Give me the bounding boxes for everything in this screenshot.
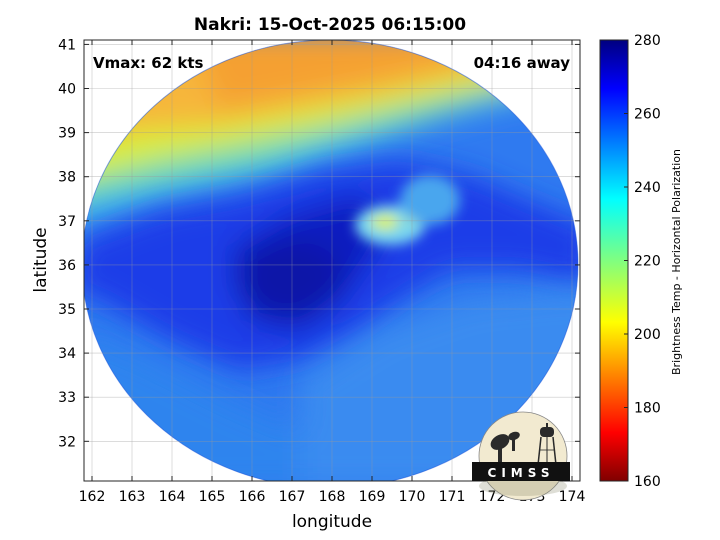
colorbar-label: Brightness Temp - Horizontal Polarizatio…	[670, 149, 683, 375]
x-tick-label: 168	[319, 489, 346, 505]
x-tick-label: 169	[359, 489, 386, 505]
y-tick-label: 37	[58, 214, 76, 230]
y-axis-ticks: 32 33 34 35 36 37 38 39 40 41	[58, 37, 580, 450]
satellite-dish-icon	[490, 431, 520, 464]
colorbar-ticks: 160 180 200 220 240 260 280	[624, 33, 661, 490]
y-tick-label: 34	[58, 346, 76, 362]
x-tick-label: 167	[279, 489, 306, 505]
colorbar-tick-label: 160	[634, 474, 661, 490]
vmax-annotation: Vmax: 62 kts	[93, 54, 203, 72]
y-tick-label: 32	[58, 434, 76, 450]
cimss-logo: CIMSS	[472, 411, 570, 501]
y-tick-label: 38	[58, 170, 76, 186]
y-axis-label: latitude	[31, 227, 51, 292]
logo-banner	[472, 462, 570, 481]
y-tick-label: 39	[58, 126, 76, 142]
x-axis-label: longitude	[292, 512, 372, 532]
chart-title: Nakri: 15-Oct-2025 06:15:00	[194, 15, 466, 35]
y-tick-label: 41	[58, 37, 76, 53]
logo-text: CIMSS	[488, 466, 555, 480]
y-tick-label: 36	[58, 258, 76, 274]
colorbar-tick-label: 220	[634, 254, 661, 270]
y-tick-label: 40	[58, 82, 76, 98]
colorbar-tick-label: 180	[634, 401, 661, 417]
time-away-annotation: 04:16 away	[474, 54, 571, 72]
colorbar-tick-label: 280	[634, 33, 661, 49]
x-tick-label: 162	[79, 489, 106, 505]
y-tick-label: 35	[58, 302, 76, 318]
x-tick-label: 174	[559, 489, 586, 505]
x-tick-label: 171	[439, 489, 466, 505]
y-tick-label: 33	[58, 390, 76, 406]
x-tick-label: 166	[239, 489, 266, 505]
colorbar-tick-label: 200	[634, 327, 661, 343]
colorbar	[599, 39, 629, 482]
x-tick-label: 163	[119, 489, 146, 505]
x-tick-label: 164	[159, 489, 186, 505]
x-tick-label: 165	[199, 489, 226, 505]
colorbar-tick-label: 240	[634, 180, 661, 196]
x-axis-ticks: 162163164165166167168169170171172173174	[79, 40, 586, 505]
water-tower-icon	[537, 423, 557, 466]
x-tick-label: 170	[399, 489, 426, 505]
colorbar-tick-label: 260	[634, 107, 661, 123]
